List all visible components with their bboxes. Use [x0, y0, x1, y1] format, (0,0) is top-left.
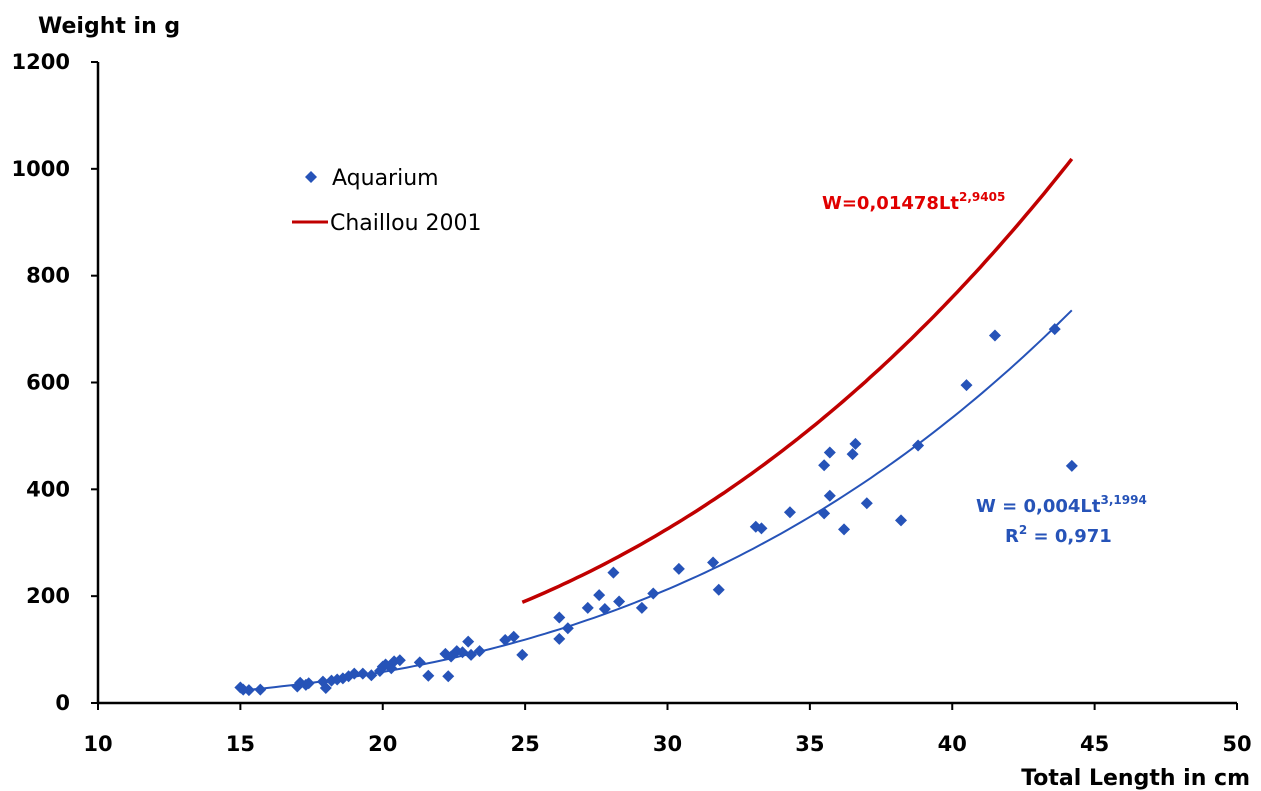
equation-aquarium: W = 0,004Lt3,1994	[976, 493, 1147, 517]
data-point	[413, 656, 426, 669]
scatter-points	[234, 323, 1078, 697]
data-point	[581, 601, 594, 614]
data-point	[254, 683, 267, 696]
legend-label-chaillou: Chaillou 2001	[330, 211, 482, 236]
y-tick-label: 400	[26, 477, 70, 501]
data-point	[607, 566, 620, 579]
y-tick-labels: 0 200 400 600 800 1000 1200	[12, 50, 70, 715]
data-point	[613, 595, 626, 608]
data-point	[988, 329, 1001, 342]
x-tick-label: 20	[368, 732, 397, 756]
x-tick-label: 10	[83, 732, 112, 756]
legend: Aquarium Chaillou 2001	[292, 166, 482, 236]
data-point	[707, 556, 720, 569]
data-point	[319, 682, 332, 695]
data-point	[473, 645, 486, 658]
data-point	[465, 648, 478, 661]
data-point	[672, 562, 685, 575]
data-point	[442, 670, 455, 683]
reference-line-layer	[521, 157, 1074, 604]
r-squared: R2 = 0,971	[1005, 523, 1112, 547]
data-point	[712, 583, 725, 596]
axes	[91, 61, 1238, 710]
data-point	[365, 669, 378, 682]
trend-line-aquarium	[240, 309, 1073, 692]
y-tick-label: 1000	[12, 157, 70, 181]
y-axis-title: Weight in g	[38, 14, 180, 39]
x-tick-label: 25	[511, 732, 540, 756]
x-tick-label: 35	[795, 732, 824, 756]
data-point	[516, 648, 529, 661]
legend-label-aquarium: Aquarium	[332, 166, 439, 191]
data-point	[912, 439, 925, 452]
data-point	[593, 589, 606, 602]
data-point	[860, 497, 873, 510]
data-point	[818, 507, 831, 520]
data-point	[755, 522, 768, 535]
data-point	[823, 446, 836, 459]
data-point	[846, 448, 859, 461]
data-point	[507, 630, 520, 643]
data-point	[302, 677, 315, 690]
data-point	[561, 622, 574, 635]
data-point	[818, 459, 831, 472]
data-point	[647, 587, 660, 600]
y-tick-label: 800	[26, 264, 70, 288]
y-tick-label: 0	[55, 691, 70, 715]
x-tick-label: 45	[1080, 732, 1109, 756]
data-point	[1048, 323, 1061, 336]
data-point	[553, 611, 566, 624]
data-point	[838, 523, 851, 536]
legend-marker-aquarium	[305, 171, 317, 183]
data-point	[823, 489, 836, 502]
data-point	[960, 379, 973, 392]
data-point	[783, 506, 796, 519]
x-tick-labels: 10 15 20 25 30 35 40 45 50	[83, 732, 1251, 756]
trend-line-layer	[240, 309, 1073, 692]
x-axis-title: Total Length in cm	[1021, 766, 1250, 791]
x-tick-label: 30	[653, 732, 682, 756]
data-point	[393, 654, 406, 667]
data-point	[635, 601, 648, 614]
x-tick-label: 40	[938, 732, 967, 756]
data-point	[1065, 459, 1078, 472]
data-point	[849, 437, 862, 450]
equation-chaillou: W=0,01478Lt2,9405	[822, 190, 1005, 214]
data-point	[242, 684, 255, 697]
x-tick-label: 15	[226, 732, 255, 756]
data-point	[422, 669, 435, 682]
data-point	[356, 667, 369, 680]
y-tick-label: 1200	[12, 50, 70, 74]
data-point	[894, 514, 907, 527]
x-tick-label: 50	[1222, 732, 1251, 756]
data-point	[598, 602, 611, 615]
line-chaillou-2001	[521, 157, 1074, 604]
y-tick-label: 600	[26, 371, 70, 395]
data-point	[462, 635, 475, 648]
y-tick-label: 200	[26, 584, 70, 608]
data-point	[553, 632, 566, 645]
data-point	[348, 667, 361, 680]
